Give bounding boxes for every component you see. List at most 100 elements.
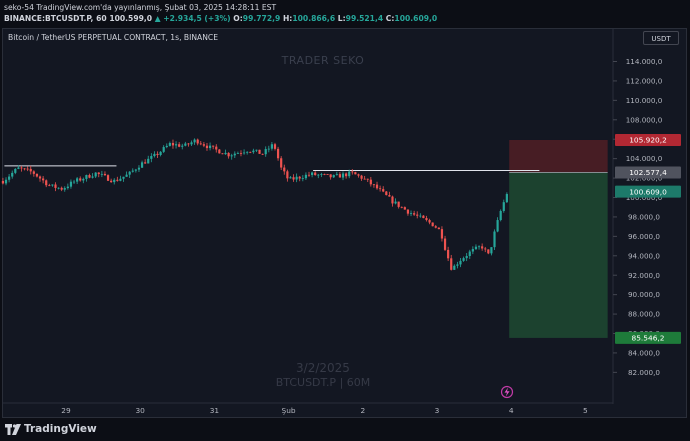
candle bbox=[422, 215, 425, 219]
price-tick-label: 82.000,0 bbox=[628, 368, 660, 377]
take-profit-zone bbox=[509, 172, 608, 338]
price-tick-label: 104.000,0 bbox=[626, 154, 663, 163]
candle bbox=[332, 174, 335, 178]
candle bbox=[477, 245, 481, 250]
candle bbox=[366, 178, 369, 183]
open-value: 99.772,9 bbox=[242, 14, 281, 23]
candle bbox=[258, 149, 261, 154]
svg-text:100.609,0: 100.609,0 bbox=[629, 187, 667, 196]
candle bbox=[66, 183, 69, 190]
candle bbox=[82, 177, 85, 184]
candle bbox=[26, 166, 29, 172]
candle bbox=[397, 201, 400, 209]
candle bbox=[400, 206, 403, 209]
candle bbox=[4, 177, 8, 186]
candle bbox=[273, 142, 277, 151]
svg-text:85.546,2: 85.546,2 bbox=[632, 334, 665, 343]
candle bbox=[227, 152, 230, 159]
candle bbox=[385, 190, 388, 196]
candles bbox=[1, 138, 508, 271]
candle bbox=[419, 213, 422, 218]
candle bbox=[286, 169, 289, 182]
candle bbox=[150, 153, 153, 163]
candle bbox=[360, 174, 363, 181]
candle bbox=[338, 172, 342, 178]
candle bbox=[345, 172, 348, 179]
candle bbox=[379, 185, 382, 192]
candle bbox=[431, 222, 434, 227]
candle bbox=[252, 148, 255, 154]
candle bbox=[490, 247, 493, 256]
candle bbox=[403, 206, 406, 210]
candle bbox=[181, 143, 184, 150]
candle bbox=[20, 165, 23, 172]
candle bbox=[382, 186, 385, 193]
horizontal-lines bbox=[4, 165, 540, 171]
candle bbox=[261, 153, 264, 156]
symbol-label: BINANCE:BTCUSDT.P, 60 bbox=[4, 14, 107, 23]
price-tick-label: 94.000,0 bbox=[628, 251, 660, 260]
candle bbox=[116, 176, 119, 182]
candle bbox=[502, 199, 505, 213]
candle bbox=[97, 172, 100, 178]
candle bbox=[369, 176, 372, 187]
candle bbox=[468, 249, 471, 259]
candle bbox=[481, 243, 484, 251]
up-arrow-icon: ▲ bbox=[154, 14, 161, 23]
candle bbox=[434, 225, 437, 229]
lightning-icon bbox=[500, 385, 514, 399]
candle bbox=[128, 171, 131, 178]
candle bbox=[202, 141, 205, 148]
candle bbox=[23, 168, 26, 171]
chart-title: Bitcoin / TetherUS PERPETUAL CONTRACT, 1… bbox=[8, 33, 219, 42]
price-labels: 105.920,2 102.577,4 100.609,0 85.546,2 bbox=[615, 133, 681, 344]
candle bbox=[394, 198, 397, 205]
candle bbox=[493, 229, 496, 251]
candle bbox=[335, 171, 338, 176]
candle bbox=[283, 164, 286, 175]
svg-text:102.577,4: 102.577,4 bbox=[629, 168, 667, 177]
time-axis: 29 30 31 Şub 2 3 4 5 bbox=[3, 402, 613, 415]
candle bbox=[63, 186, 66, 192]
author-watermark: TRADER SEKO bbox=[281, 54, 365, 67]
price-tick-label: 100.000,0 bbox=[626, 193, 663, 202]
candle bbox=[304, 172, 308, 181]
candle bbox=[357, 173, 360, 178]
candle bbox=[91, 173, 94, 179]
candle bbox=[416, 211, 419, 219]
candle bbox=[487, 249, 490, 255]
time-tick-label: 2 bbox=[360, 406, 365, 415]
close-label: C: bbox=[385, 14, 395, 23]
candle bbox=[131, 168, 134, 173]
candle bbox=[323, 173, 326, 176]
candle bbox=[314, 171, 317, 176]
candle bbox=[496, 217, 499, 233]
candle bbox=[193, 138, 196, 145]
candle bbox=[45, 179, 48, 188]
candle bbox=[471, 246, 474, 255]
candle bbox=[264, 146, 267, 157]
candle bbox=[295, 173, 298, 183]
candle bbox=[413, 210, 416, 216]
footer-bar bbox=[0, 419, 690, 441]
candle bbox=[348, 169, 351, 179]
time-tick-label: Şub bbox=[282, 406, 296, 415]
currency-button[interactable]: USDT bbox=[643, 31, 679, 45]
candle bbox=[94, 172, 97, 179]
candle bbox=[171, 139, 175, 149]
candle bbox=[354, 171, 357, 175]
event-marker bbox=[500, 385, 514, 399]
candle bbox=[326, 174, 329, 175]
candle bbox=[100, 170, 103, 178]
candle bbox=[450, 254, 453, 271]
candle bbox=[447, 246, 450, 262]
candle bbox=[76, 177, 79, 185]
candle bbox=[465, 253, 468, 262]
candle bbox=[208, 142, 212, 151]
candle bbox=[317, 173, 320, 179]
close-value: 100.609,0 bbox=[394, 14, 438, 23]
price-tick-label: 114.000,0 bbox=[626, 57, 663, 66]
candle bbox=[35, 173, 39, 178]
price-tick-label: 108.000,0 bbox=[626, 115, 663, 124]
